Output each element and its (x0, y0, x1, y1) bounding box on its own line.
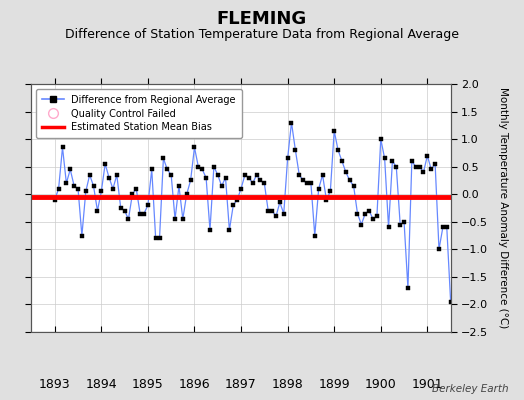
Text: Difference of Station Temperature Data from Regional Average: Difference of Station Temperature Data f… (65, 28, 459, 41)
Legend: Difference from Regional Average, Quality Control Failed, Estimated Station Mean: Difference from Regional Average, Qualit… (36, 89, 242, 138)
Text: Berkeley Earth: Berkeley Earth (432, 384, 508, 394)
Y-axis label: Monthly Temperature Anomaly Difference (°C): Monthly Temperature Anomaly Difference (… (498, 87, 508, 329)
Text: FLEMING: FLEMING (217, 10, 307, 28)
